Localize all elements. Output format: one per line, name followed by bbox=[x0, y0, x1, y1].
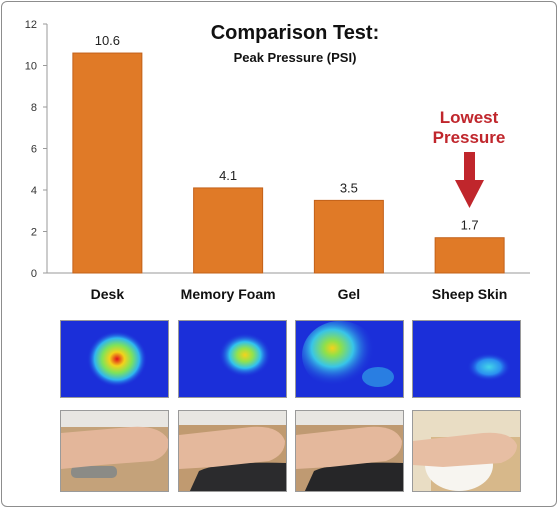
x-tick-label: Desk bbox=[91, 286, 125, 302]
y-tick-label: 6 bbox=[31, 144, 37, 156]
hand-on-wrist-rest-photo bbox=[412, 410, 521, 492]
pressure-map-memory-foam bbox=[178, 320, 287, 398]
x-tick-label: Sheep Skin bbox=[432, 286, 507, 302]
x-tick-label: Gel bbox=[338, 286, 361, 302]
bar-sheep-skin bbox=[434, 237, 505, 274]
data-label: 3.5 bbox=[340, 180, 358, 195]
chart-subtitle: Peak Pressure (PSI) bbox=[233, 50, 357, 65]
data-label: 10.6 bbox=[95, 33, 120, 48]
data-label: 4.1 bbox=[219, 168, 237, 183]
pressure-map-gel bbox=[295, 320, 404, 398]
chart-title: Comparison Test: bbox=[210, 22, 380, 44]
bar-memory-foam bbox=[193, 187, 264, 274]
pressure-map-sheep-skin bbox=[412, 320, 521, 398]
y-tick-label: 12 bbox=[25, 19, 37, 31]
x-tick-label: Memory Foam bbox=[181, 286, 276, 302]
y-tick-label: 2 bbox=[31, 227, 37, 239]
hand-on-wrist-rest-photo bbox=[60, 410, 169, 492]
data-label: 1.7 bbox=[461, 218, 479, 233]
callout-line-1: Lowest bbox=[439, 108, 499, 127]
y-tick-label: 10 bbox=[25, 61, 37, 73]
y-tick-label: 8 bbox=[31, 102, 37, 114]
callout-arrow bbox=[455, 152, 484, 208]
y-tick-label: 4 bbox=[31, 185, 37, 197]
hand-on-wrist-rest-photo bbox=[178, 410, 287, 492]
hand-on-wrist-rest-photo bbox=[295, 410, 404, 492]
y-tick-label: 0 bbox=[31, 268, 37, 280]
callout-line-2: Pressure bbox=[432, 128, 506, 147]
pressure-map-desk bbox=[60, 320, 169, 398]
bar-desk bbox=[72, 52, 143, 274]
bar-gel bbox=[313, 199, 384, 274]
